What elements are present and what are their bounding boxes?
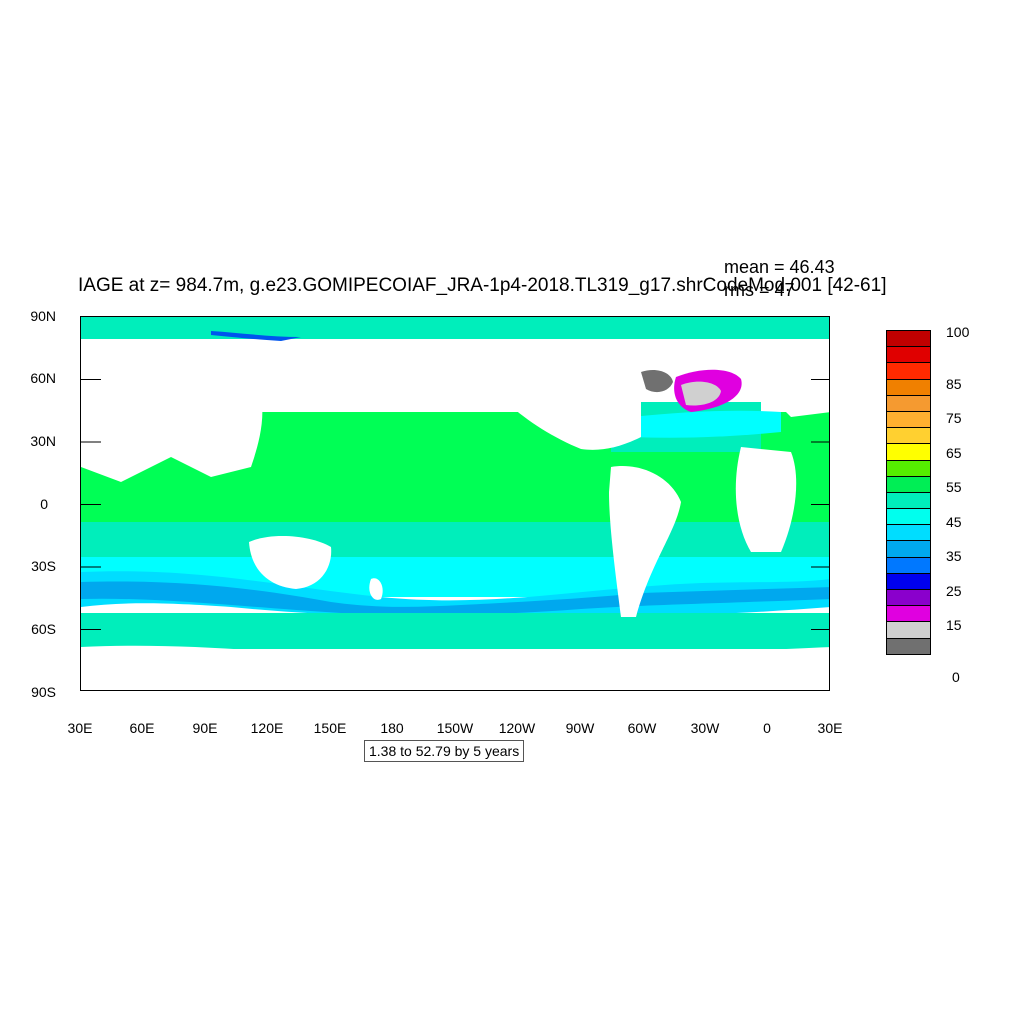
land-australia bbox=[249, 535, 332, 589]
legend-swatch bbox=[886, 378, 931, 396]
legend-label-45: 45 bbox=[946, 514, 962, 530]
lon-label-150w: 150W bbox=[436, 720, 474, 736]
legend-swatch bbox=[886, 605, 931, 623]
lon-label-0: 0 bbox=[763, 720, 771, 736]
legend-swatch bbox=[886, 637, 931, 655]
legend-swatch bbox=[886, 443, 931, 461]
legend-swatch bbox=[886, 572, 931, 590]
legend-swatch bbox=[886, 459, 931, 477]
legend-label-35: 35 bbox=[946, 548, 962, 564]
land-new-zealand bbox=[369, 578, 383, 600]
lat-label-90s: 90S bbox=[31, 684, 56, 700]
legend-label-100: 100 bbox=[946, 324, 970, 340]
legend-swatch bbox=[886, 475, 931, 493]
ocean-arctic-blue bbox=[211, 331, 301, 341]
legend-swatch bbox=[886, 491, 931, 510]
map-plot bbox=[80, 316, 830, 691]
lat-label-30n: 30N bbox=[30, 433, 56, 449]
lon-label-90e: 90E bbox=[192, 720, 218, 736]
legend-swatch bbox=[886, 427, 931, 445]
legend-label-55: 55 bbox=[946, 479, 962, 495]
lon-label-180: 180 bbox=[380, 720, 404, 736]
lon-label-60e: 60E bbox=[129, 720, 155, 736]
legend-label-85: 85 bbox=[946, 376, 962, 392]
ocean-blue-band bbox=[81, 581, 829, 616]
color-legend bbox=[886, 330, 931, 655]
antarctica-land bbox=[81, 645, 829, 690]
land-eurasia bbox=[81, 339, 263, 482]
lon-label-30w: 30W bbox=[690, 720, 720, 736]
lon-label-120w: 120W bbox=[498, 720, 536, 736]
land-africa bbox=[735, 447, 797, 552]
legend-label-75: 75 bbox=[946, 410, 962, 426]
lat-label-0: 0 bbox=[40, 496, 48, 512]
ocean-north-atlantic-cyan bbox=[631, 410, 781, 438]
plot-title: IAGE at z= 984.7m, g.e23.GOMIPECOIAF_JRA… bbox=[78, 275, 887, 296]
legend-swatch bbox=[886, 621, 931, 639]
contour-info-box: 1.38 to 52.79 by 5 years bbox=[364, 740, 525, 762]
lat-label-30s: 30S bbox=[31, 558, 56, 574]
rms-value: rms = 47 bbox=[724, 280, 795, 300]
legend-swatch bbox=[886, 394, 931, 412]
lat-label-60s: 60S bbox=[31, 621, 56, 637]
legend-swatch bbox=[886, 362, 931, 380]
grey-light-north-atlantic bbox=[681, 381, 721, 406]
major-ticks bbox=[81, 379, 829, 630]
ocean-field-map bbox=[81, 317, 829, 690]
legend-swatch bbox=[886, 589, 931, 607]
lon-label-90w: 90W bbox=[565, 720, 595, 736]
land-europe bbox=[761, 339, 829, 417]
lat-label-90n: 90N bbox=[30, 308, 56, 324]
legend-label-25: 25 bbox=[946, 583, 962, 599]
legend-swatch bbox=[886, 410, 931, 429]
legend-swatch bbox=[886, 556, 931, 574]
legend-label-15: 15 bbox=[946, 617, 962, 633]
lon-label-60w: 60W bbox=[627, 720, 657, 736]
mean-value: mean = 46.43 bbox=[724, 257, 835, 277]
legend-label-65: 65 bbox=[946, 445, 962, 461]
legend-swatch bbox=[886, 540, 931, 558]
lon-label-30e: 30E bbox=[67, 720, 93, 736]
lon-label-120e: 120E bbox=[250, 720, 284, 736]
ocean-arctic-band bbox=[81, 317, 829, 339]
ocean-turquoise-south bbox=[81, 613, 829, 649]
lon-label-150e: 150E bbox=[313, 720, 347, 736]
lat-label-60n: 60N bbox=[30, 370, 56, 386]
lon-label-30e-right: 30E bbox=[817, 720, 843, 736]
land-north-america bbox=[501, 339, 641, 450]
legend-swatch bbox=[886, 346, 931, 364]
legend-swatch bbox=[886, 524, 931, 542]
legend-swatch bbox=[886, 330, 931, 348]
legend-swatch bbox=[886, 508, 931, 526]
legend-label-0: 0 bbox=[952, 669, 960, 685]
grey-dark-labrador bbox=[641, 370, 673, 393]
land-south-america bbox=[609, 466, 681, 617]
